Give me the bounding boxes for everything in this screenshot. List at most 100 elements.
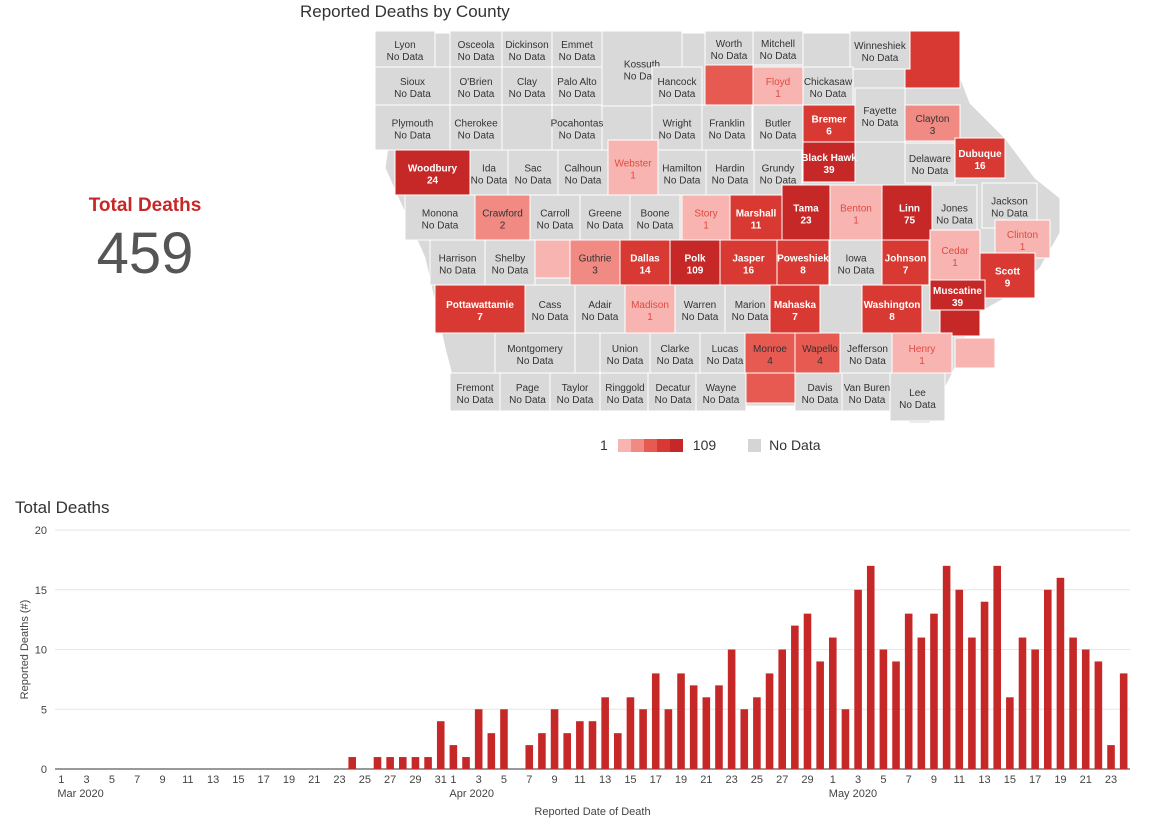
county-shape bbox=[891, 332, 953, 374]
county-name: Jones bbox=[941, 204, 968, 215]
x-tick-label: 3 bbox=[855, 774, 861, 786]
county-shape bbox=[994, 219, 1051, 259]
bar bbox=[841, 709, 850, 769]
county-name: Benton bbox=[840, 204, 872, 215]
x-tick-label: 27 bbox=[776, 774, 788, 786]
county-value: No Data bbox=[732, 312, 769, 323]
county-name: Linn bbox=[899, 204, 920, 215]
county-name: Pocahontas bbox=[551, 119, 604, 130]
county-name: Black Hawk bbox=[801, 153, 857, 164]
county-name: Woodbury bbox=[408, 164, 458, 175]
bar bbox=[917, 637, 926, 769]
county-value: No Data bbox=[682, 312, 719, 323]
bar bbox=[791, 625, 799, 769]
county-shape bbox=[849, 30, 911, 70]
bar bbox=[715, 685, 723, 769]
x-tick-label: 13 bbox=[207, 774, 219, 786]
legend-swatch-2 bbox=[630, 438, 644, 452]
county-value: No Data bbox=[849, 356, 886, 367]
county-value: 7 bbox=[903, 266, 909, 277]
legend-swatch-5 bbox=[669, 438, 683, 452]
x-tick-label: 5 bbox=[501, 774, 507, 786]
county-name: Henry bbox=[909, 344, 936, 355]
bar bbox=[651, 673, 660, 769]
legend-swatch-3 bbox=[643, 438, 657, 452]
county-name: Crawford bbox=[482, 209, 523, 220]
x-tick-label: 11 bbox=[574, 774, 585, 786]
county-name: Osceola bbox=[458, 40, 495, 51]
county-value: No Data bbox=[517, 356, 554, 367]
county-name: Sac bbox=[524, 164, 541, 175]
bar bbox=[993, 565, 1001, 769]
county-name: Butler bbox=[765, 119, 792, 130]
county-name: Ida bbox=[482, 164, 496, 175]
county-value: No Data bbox=[537, 221, 574, 232]
county-name: Monroe bbox=[753, 344, 787, 355]
county-value: 16 bbox=[743, 266, 755, 277]
county-name: Tama bbox=[793, 204, 819, 215]
county-name: Johnson bbox=[885, 254, 927, 265]
county-value: 11 bbox=[751, 221, 762, 232]
county-value: No Data bbox=[457, 395, 494, 406]
county-shape bbox=[599, 372, 651, 412]
county-name: Monona bbox=[422, 209, 459, 220]
county-name: Lee bbox=[909, 388, 926, 399]
county-value: No Data bbox=[458, 131, 495, 142]
county-value: 1 bbox=[775, 89, 781, 100]
county-name: Bremer bbox=[811, 115, 846, 126]
county-name: Sioux bbox=[400, 77, 425, 88]
county-value: 24 bbox=[427, 176, 439, 187]
county-shape bbox=[954, 137, 1006, 179]
county-value: No Data bbox=[760, 131, 797, 142]
county-value: No Data bbox=[862, 118, 899, 129]
county-value: No Data bbox=[862, 53, 899, 64]
county-name: Clarke bbox=[661, 344, 690, 355]
county-value: 75 bbox=[904, 216, 916, 227]
x-tick-label: 13 bbox=[599, 774, 611, 786]
county-value: 3 bbox=[930, 126, 936, 137]
bar bbox=[500, 709, 508, 769]
bar bbox=[436, 721, 445, 769]
bar bbox=[664, 709, 673, 769]
x-tick-label: 15 bbox=[232, 774, 244, 786]
bar bbox=[626, 697, 635, 769]
county-name: Jefferson bbox=[847, 344, 888, 355]
county-name: Scott bbox=[995, 267, 1021, 278]
x-tick-label: 15 bbox=[1004, 774, 1016, 786]
county-value: 2 bbox=[500, 221, 506, 232]
county-shape bbox=[524, 284, 576, 334]
bar bbox=[854, 589, 862, 769]
county-value: No Data bbox=[899, 400, 936, 411]
county-shape-unlabeled bbox=[939, 307, 981, 337]
map-legend: 1 109 No Data bbox=[600, 437, 821, 453]
x-tick-label: 21 bbox=[308, 774, 320, 786]
county-shape bbox=[929, 279, 986, 311]
county-name: Fremont bbox=[456, 383, 493, 394]
county-value: No Data bbox=[394, 131, 431, 142]
x-month-label: Apr 2020 bbox=[449, 788, 494, 800]
bar bbox=[1107, 745, 1115, 769]
total-deaths-value: 459 bbox=[96, 221, 194, 286]
county-shape bbox=[569, 239, 621, 286]
x-tick-label: 23 bbox=[1105, 774, 1117, 786]
county-name: Davis bbox=[807, 383, 832, 394]
county-value: No Data bbox=[387, 52, 424, 63]
county-name: Kossuth bbox=[624, 60, 660, 71]
county-value: No Data bbox=[810, 89, 847, 100]
county-value: 1 bbox=[703, 221, 709, 232]
county-value: 1 bbox=[630, 171, 636, 182]
county-name: Union bbox=[612, 344, 638, 355]
county-value: 1 bbox=[919, 356, 925, 367]
county-name: Wayne bbox=[706, 383, 737, 394]
county-value: 8 bbox=[800, 266, 806, 277]
county-shape bbox=[841, 372, 893, 412]
county-value: 14 bbox=[639, 266, 651, 277]
county-name: Chickasaw bbox=[804, 77, 853, 88]
map-title: Reported Deaths by County bbox=[300, 2, 510, 21]
county-value: 39 bbox=[952, 298, 964, 309]
bar bbox=[892, 661, 900, 769]
county-name: Mahaska bbox=[774, 300, 817, 311]
county-shape bbox=[647, 372, 699, 412]
bar bbox=[550, 709, 559, 769]
county-value: No Data bbox=[711, 51, 748, 62]
